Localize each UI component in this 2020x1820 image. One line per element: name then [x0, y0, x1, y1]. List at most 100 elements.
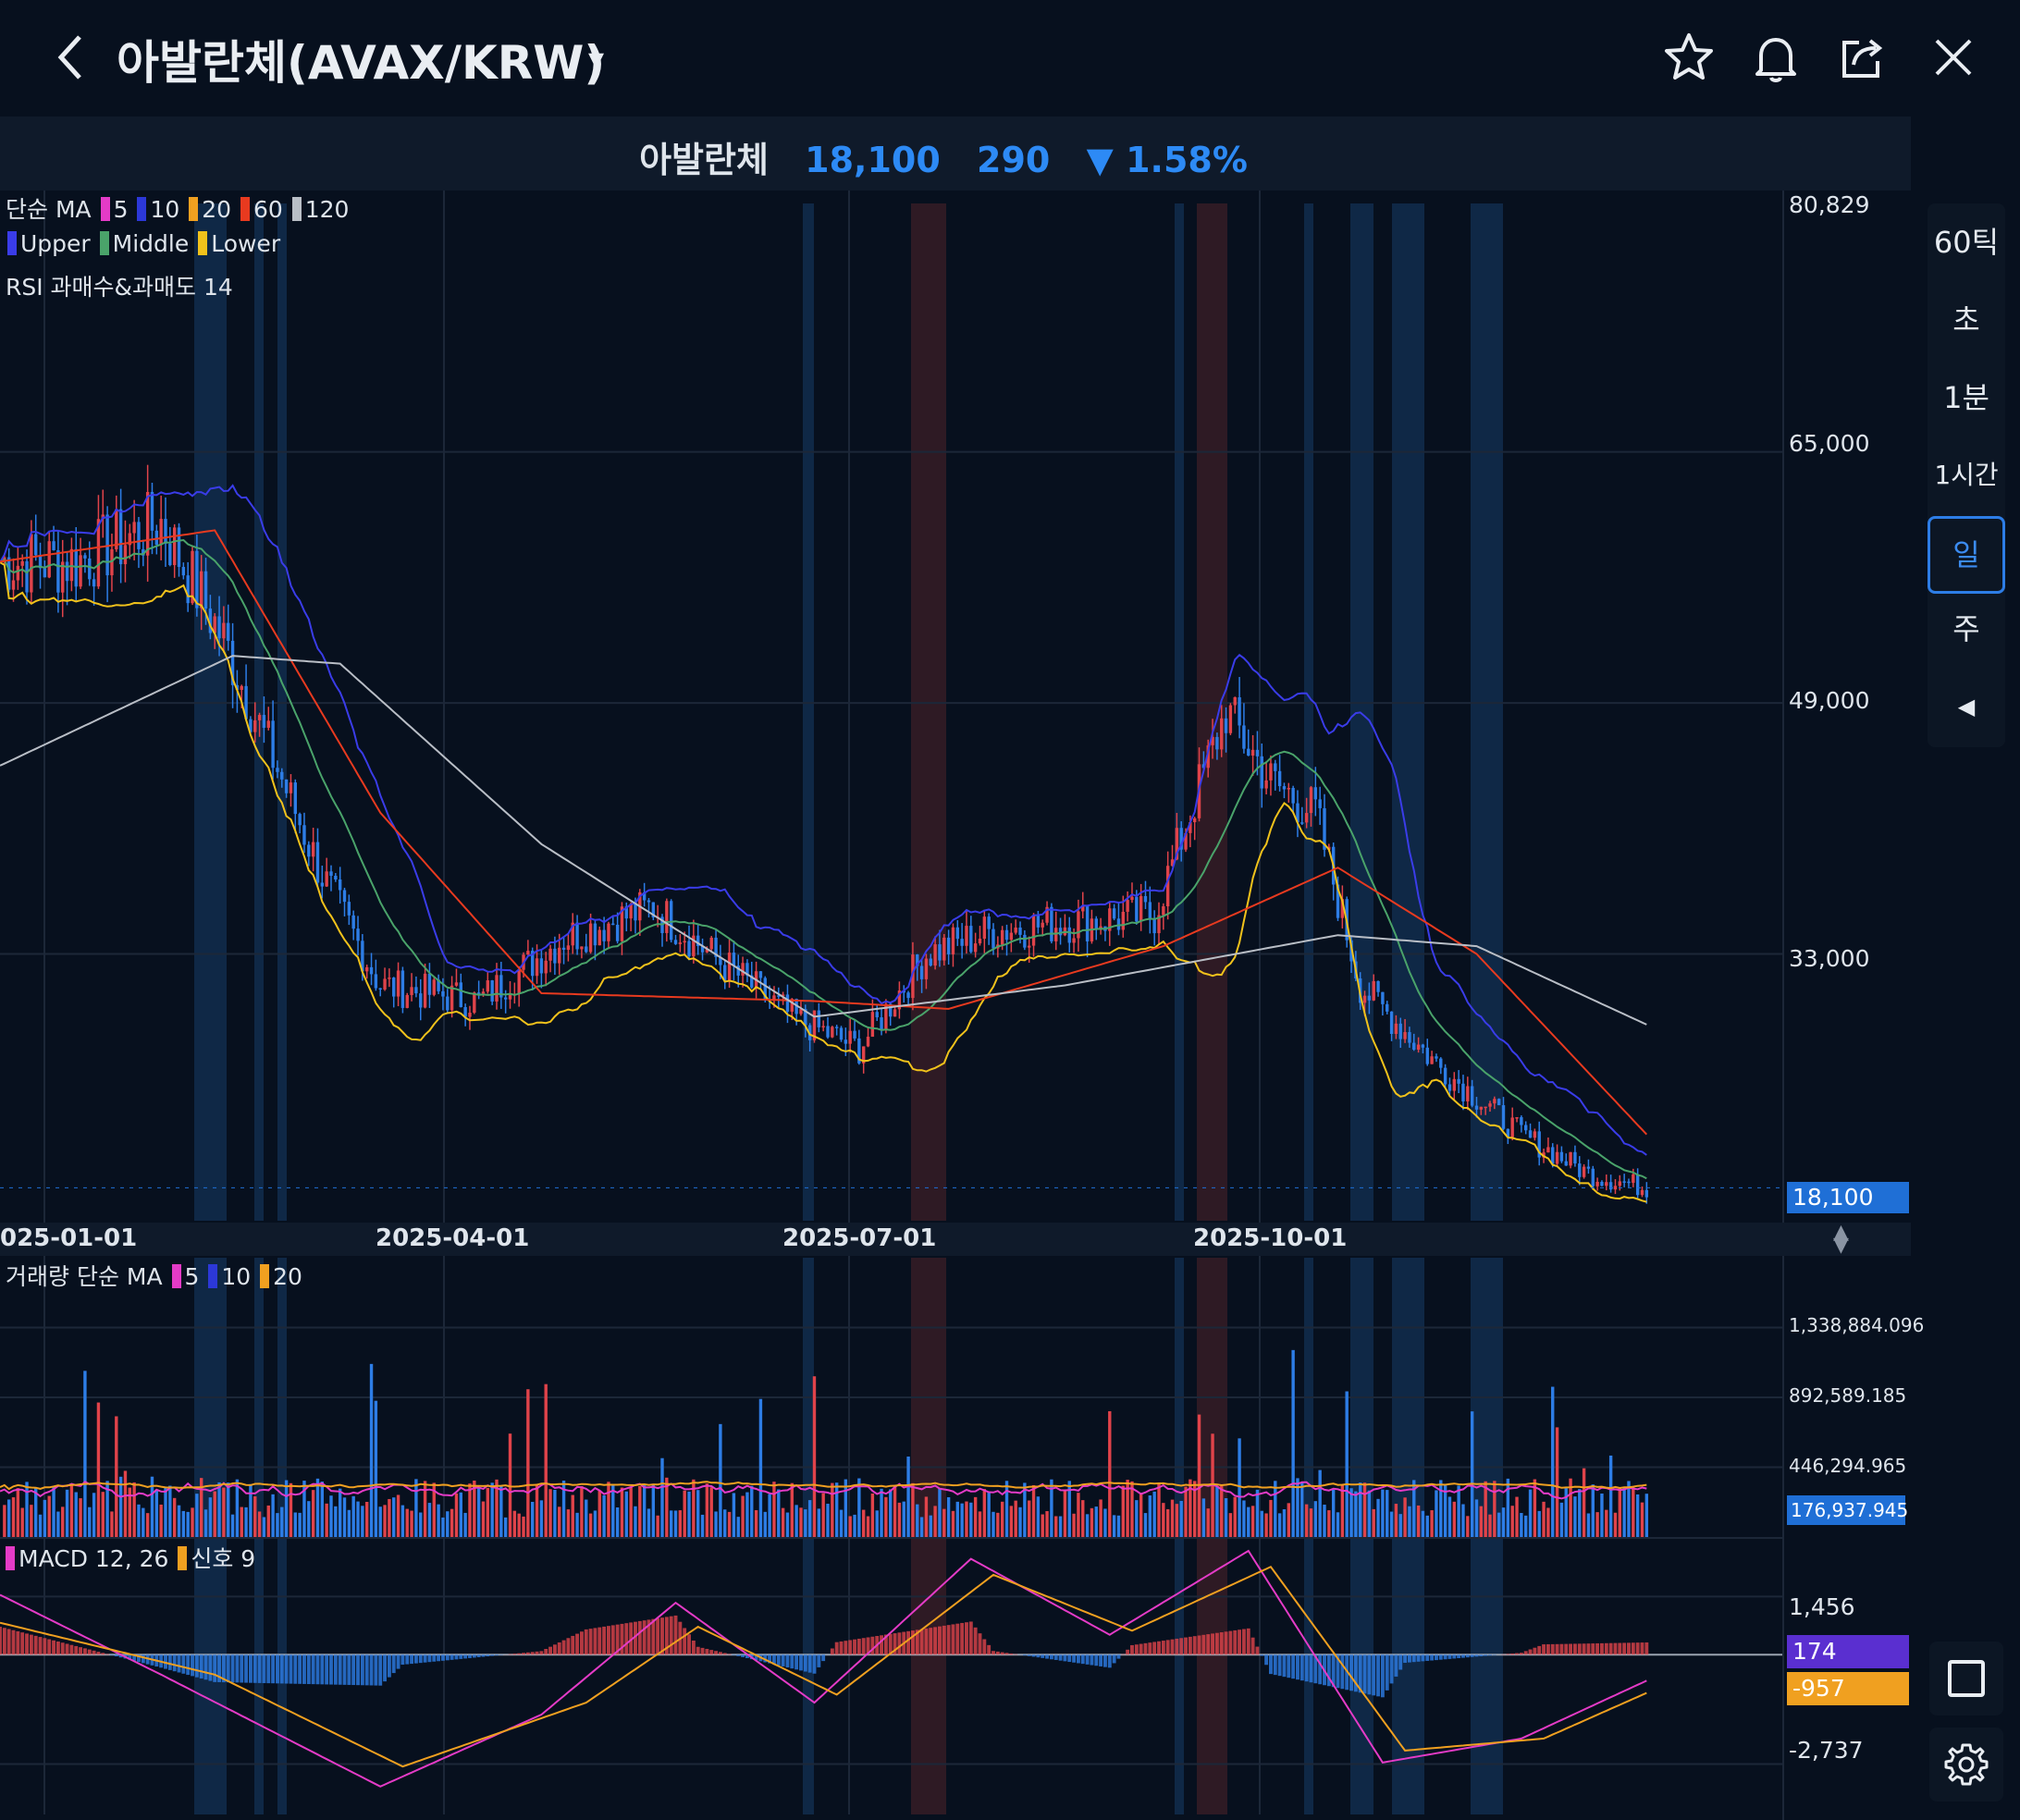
macd-histogram-bar: [1457, 1654, 1461, 1659]
macd-histogram-bar: [1192, 1636, 1197, 1655]
macd-histogram-bar: [383, 1654, 387, 1682]
macd-histogram-bar: [1613, 1642, 1618, 1655]
macd-histogram-bar: [230, 1654, 235, 1683]
macd-histogram-bar: [548, 1646, 552, 1655]
volume-bar: [271, 1494, 275, 1537]
ticker-change-pct: 1.58%: [1126, 140, 1248, 180]
candle-body: [709, 937, 713, 950]
volume-bar: [1247, 1506, 1250, 1537]
volume-bar: [656, 1515, 659, 1537]
layout-button[interactable]: [1929, 1642, 2003, 1715]
settings-button[interactable]: [1929, 1728, 2003, 1802]
candle-body: [181, 567, 186, 576]
candle-body: [1130, 896, 1134, 901]
volume-bar: [1014, 1500, 1017, 1537]
macd-histogram-bar: [1604, 1642, 1608, 1655]
candle-body: [1632, 1174, 1635, 1183]
volume-bar: [741, 1495, 745, 1537]
macd-histogram-bar: [946, 1625, 951, 1655]
market-title[interactable]: 아발란체(AVAX/KRW): [117, 36, 606, 90]
candle-body: [548, 948, 552, 961]
volume-bar: [1050, 1479, 1053, 1537]
macd-histogram-bar: [973, 1627, 978, 1655]
volume-bar: [388, 1498, 391, 1537]
volume-bar: [400, 1505, 405, 1537]
back-button[interactable]: [33, 20, 107, 94]
triangle-left-icon[interactable]: ◀: [1957, 694, 1976, 719]
volume-bar: [34, 1488, 38, 1537]
favorite-button[interactable]: [1652, 20, 1726, 94]
candle-body: [884, 1003, 888, 1030]
candle-body: [880, 1017, 883, 1030]
volume-bar: [1143, 1513, 1148, 1537]
macd-histogram-bar: [1555, 1643, 1559, 1655]
macd-histogram-bar: [1537, 1645, 1542, 1655]
volume-bar: [1287, 1503, 1290, 1537]
candle-body: [804, 1009, 807, 1026]
volume-bar: [575, 1512, 579, 1537]
macd-histogram-bar: [20, 1632, 25, 1655]
volume-bar: [463, 1512, 467, 1537]
caret-down-icon[interactable]: ▾: [588, 41, 605, 78]
candle-body: [495, 975, 499, 1002]
macd-histogram-bar: [96, 1652, 101, 1655]
candle-body: [142, 548, 145, 556]
macd-histogram-bar: [915, 1629, 919, 1655]
volume-bar: [454, 1493, 459, 1537]
candle-body: [405, 994, 409, 1008]
ma-legend-label: 단순 MA: [6, 196, 92, 223]
volume-bar: [1031, 1485, 1036, 1537]
volume-bar: [794, 1505, 798, 1537]
timeframe-day[interactable]: 일: [1928, 516, 2005, 594]
macd-histogram-bar: [634, 1621, 637, 1655]
timeframe-seconds[interactable]: 초: [1952, 302, 1980, 338]
candle-body: [969, 926, 973, 953]
volume-bar: [1018, 1506, 1022, 1537]
macd-histogram-bar: [651, 1618, 656, 1655]
macd-histogram-bar: [754, 1654, 758, 1661]
timeframe-week[interactable]: 주: [1952, 611, 1980, 646]
timeframe-60tick[interactable]: 60틱: [1933, 225, 2000, 260]
close-button[interactable]: [1916, 20, 1990, 94]
candle-body: [79, 555, 82, 587]
share-button[interactable]: [1826, 20, 1900, 94]
macd-histogram-bar: [1201, 1634, 1206, 1655]
volume-bar: [302, 1481, 306, 1537]
macd-histogram-bar: [1112, 1654, 1116, 1664]
macd-histogram-bar: [16, 1630, 20, 1655]
volume-bar: [1578, 1489, 1582, 1537]
volume-bar: [826, 1504, 830, 1537]
timeframe-1min[interactable]: 1분: [1943, 380, 1989, 415]
macd-histogram-bar: [38, 1637, 43, 1655]
timeframe-1hour[interactable]: 1시간: [1934, 460, 1999, 490]
alarm-button[interactable]: [1739, 20, 1813, 94]
macd-histogram-bar: [883, 1634, 888, 1655]
volume-bar: [490, 1482, 494, 1537]
macd-legend-signal: 신호 9: [191, 1545, 256, 1572]
macd-histogram-bar: [128, 1654, 132, 1660]
macd-histogram-bar: [141, 1654, 145, 1664]
volume-bar: [414, 1479, 418, 1537]
candle-body: [1224, 718, 1228, 733]
candle-body: [673, 940, 678, 944]
macd-histogram-bar: [65, 1643, 69, 1655]
volume-bar: [853, 1514, 856, 1537]
macd-histogram-bar: [1094, 1654, 1099, 1666]
macd-histogram-bar: [1461, 1654, 1465, 1658]
price-chart[interactable]: [0, 191, 1911, 1820]
macd-histogram-bar: [1564, 1643, 1569, 1655]
candle-body: [1340, 899, 1345, 918]
volume-bar: [1474, 1499, 1479, 1537]
pane-resize-handle[interactable]: ▲ ▼: [1833, 1221, 1849, 1257]
candle-body: [1608, 1182, 1613, 1190]
macd-histogram-bar: [1148, 1642, 1152, 1655]
candle-body: [812, 1010, 817, 1040]
candle-body: [1282, 786, 1287, 790]
volume-bar: [1457, 1485, 1460, 1537]
volume-bar: [919, 1517, 924, 1537]
candle-body: [30, 534, 33, 593]
macd-histogram-bar: [575, 1633, 580, 1655]
candle-body: [588, 923, 593, 953]
candle-body: [1215, 736, 1219, 750]
volume-bar: [1340, 1484, 1345, 1537]
